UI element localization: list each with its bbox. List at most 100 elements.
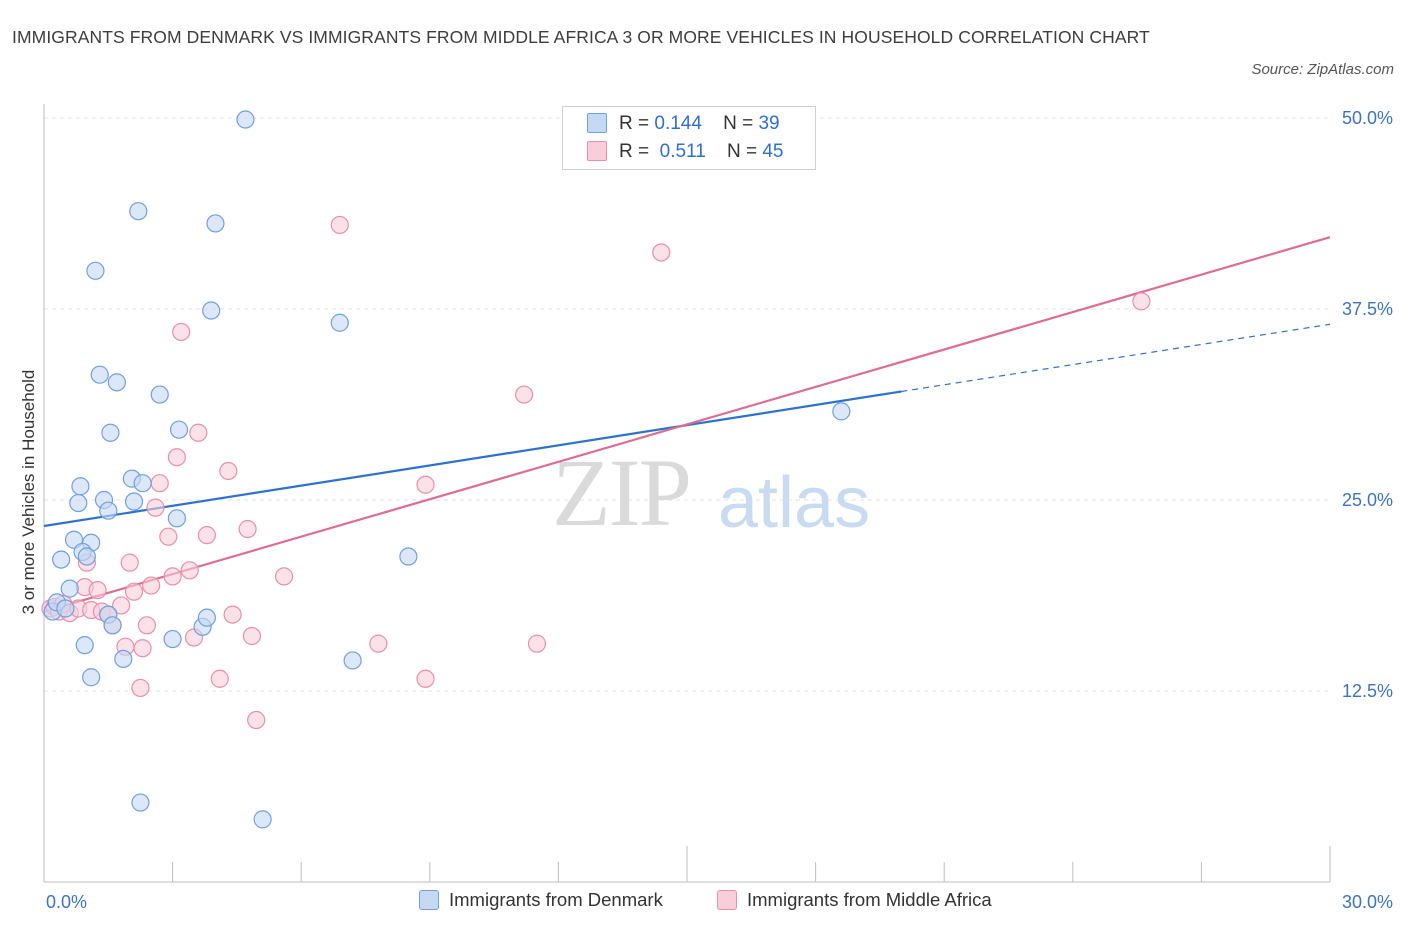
point-denmark (75, 636, 94, 655)
point-middle-africa (247, 710, 266, 730)
point-middle-africa (210, 669, 229, 688)
trend-line-middle-africa (43, 236, 1331, 613)
point-denmark (71, 477, 90, 496)
data-points (41, 110, 1151, 829)
watermark-atlas: atlas (718, 463, 870, 543)
series-label-middle-africa: Immigrants from Middle Africa (747, 889, 992, 910)
point-middle-africa (163, 567, 182, 586)
legend-n-value: 39 (758, 113, 780, 134)
correlation-legend: R = 0.144 N = 39 R = 0.511 N = 45 (562, 106, 816, 170)
point-middle-africa (242, 626, 262, 646)
point-denmark (99, 501, 118, 520)
y-tick-label: 37.5% (1342, 299, 1393, 319)
point-denmark (832, 402, 851, 421)
point-denmark (103, 616, 122, 635)
y-tick-label: 12.5% (1342, 681, 1393, 701)
point-denmark (202, 301, 221, 320)
legend-r-label: R = (619, 113, 650, 134)
series-legend-denmark: Immigrants from Denmark (419, 889, 663, 911)
point-denmark (107, 373, 126, 392)
trend-line-denmark-extension (901, 323, 1331, 393)
point-middle-africa (330, 215, 349, 235)
point-middle-africa (88, 581, 107, 600)
point-middle-africa (137, 616, 156, 635)
legend-swatch-denmark (587, 113, 607, 133)
point-denmark (131, 793, 150, 812)
point-middle-africa (274, 567, 294, 586)
point-middle-africa (416, 475, 435, 494)
point-middle-africa (197, 526, 216, 545)
point-middle-africa (120, 553, 139, 572)
x-tick-label: 30.0% (1342, 892, 1393, 912)
point-middle-africa (238, 519, 257, 539)
point-denmark (86, 261, 105, 280)
point-middle-africa (180, 561, 199, 580)
legend-n-label: N = (723, 113, 754, 134)
point-middle-africa (652, 243, 671, 262)
point-denmark (206, 214, 225, 233)
grid-lines (44, 117, 1330, 692)
legend-row-denmark: R = 0.144 N = 39 (587, 113, 780, 137)
source-label: Source: ZipAtlas.com (1251, 61, 1394, 78)
x-tick-label: 0.0% (46, 892, 87, 912)
point-middle-africa (167, 448, 186, 467)
legend-row-middle-africa: R = 0.511 N = 45 (587, 141, 783, 165)
point-middle-africa (189, 423, 208, 442)
point-middle-africa (124, 582, 144, 601)
point-denmark (163, 629, 182, 649)
point-denmark (101, 423, 120, 442)
point-denmark (197, 608, 216, 627)
point-denmark (330, 313, 349, 332)
point-middle-africa (416, 669, 435, 688)
legend-n-label: N = (726, 141, 758, 162)
point-denmark (399, 547, 418, 566)
point-denmark (343, 651, 362, 670)
point-denmark (60, 579, 79, 598)
point-denmark (236, 110, 255, 129)
point-middle-africa (172, 322, 191, 342)
point-denmark (253, 810, 272, 829)
series-legend: Immigrants from Denmark Immigrants from … (0, 889, 1406, 915)
series-swatch-middle-africa (717, 890, 737, 910)
point-denmark (114, 649, 133, 669)
point-denmark (82, 668, 101, 687)
point-denmark (167, 509, 186, 528)
series-legend-middle-africa: Immigrants from Middle Africa (717, 889, 992, 911)
point-denmark (129, 202, 148, 221)
point-denmark (77, 547, 96, 566)
point-middle-africa (369, 634, 388, 653)
point-middle-africa (527, 634, 547, 653)
legend-r-value: 0.511 (659, 141, 706, 162)
point-middle-africa (146, 498, 165, 517)
series-label-denmark: Immigrants from Denmark (449, 889, 663, 910)
point-denmark (69, 493, 88, 513)
point-middle-africa (159, 527, 178, 546)
legend-swatch-middle-africa (587, 141, 607, 161)
point-middle-africa (219, 461, 238, 481)
point-middle-africa (112, 596, 131, 615)
chart-title: IMMIGRANTS FROM DENMARK VS IMMIGRANTS FR… (12, 27, 1150, 47)
point-denmark (52, 550, 71, 569)
trend-line-denmark (43, 390, 902, 528)
point-denmark (133, 474, 152, 493)
y-tick-label: 50.0% (1342, 108, 1393, 128)
point-middle-africa (133, 639, 152, 658)
point-denmark (56, 599, 75, 618)
legend-r-value: 0.144 (654, 113, 702, 134)
series-swatch-denmark (419, 890, 439, 910)
point-middle-africa (1132, 292, 1151, 311)
point-denmark (169, 420, 189, 439)
watermark-zip: ZIP (552, 439, 690, 546)
axes (43, 104, 1331, 883)
tick-labels: 12.5% 25.0% 37.5% 50.0% 0.0% 30.0% (46, 108, 1393, 912)
y-tick-label: 25.0% (1342, 490, 1393, 510)
point-middle-africa (150, 474, 169, 493)
legend-n-value: 45 (762, 141, 784, 162)
point-denmark (90, 365, 109, 384)
y-axis-label: 3 or more Vehicles in Household (19, 370, 38, 615)
point-denmark (150, 385, 169, 404)
legend-r-label: R = (619, 141, 650, 162)
point-middle-africa (515, 385, 534, 404)
point-denmark (124, 492, 144, 511)
